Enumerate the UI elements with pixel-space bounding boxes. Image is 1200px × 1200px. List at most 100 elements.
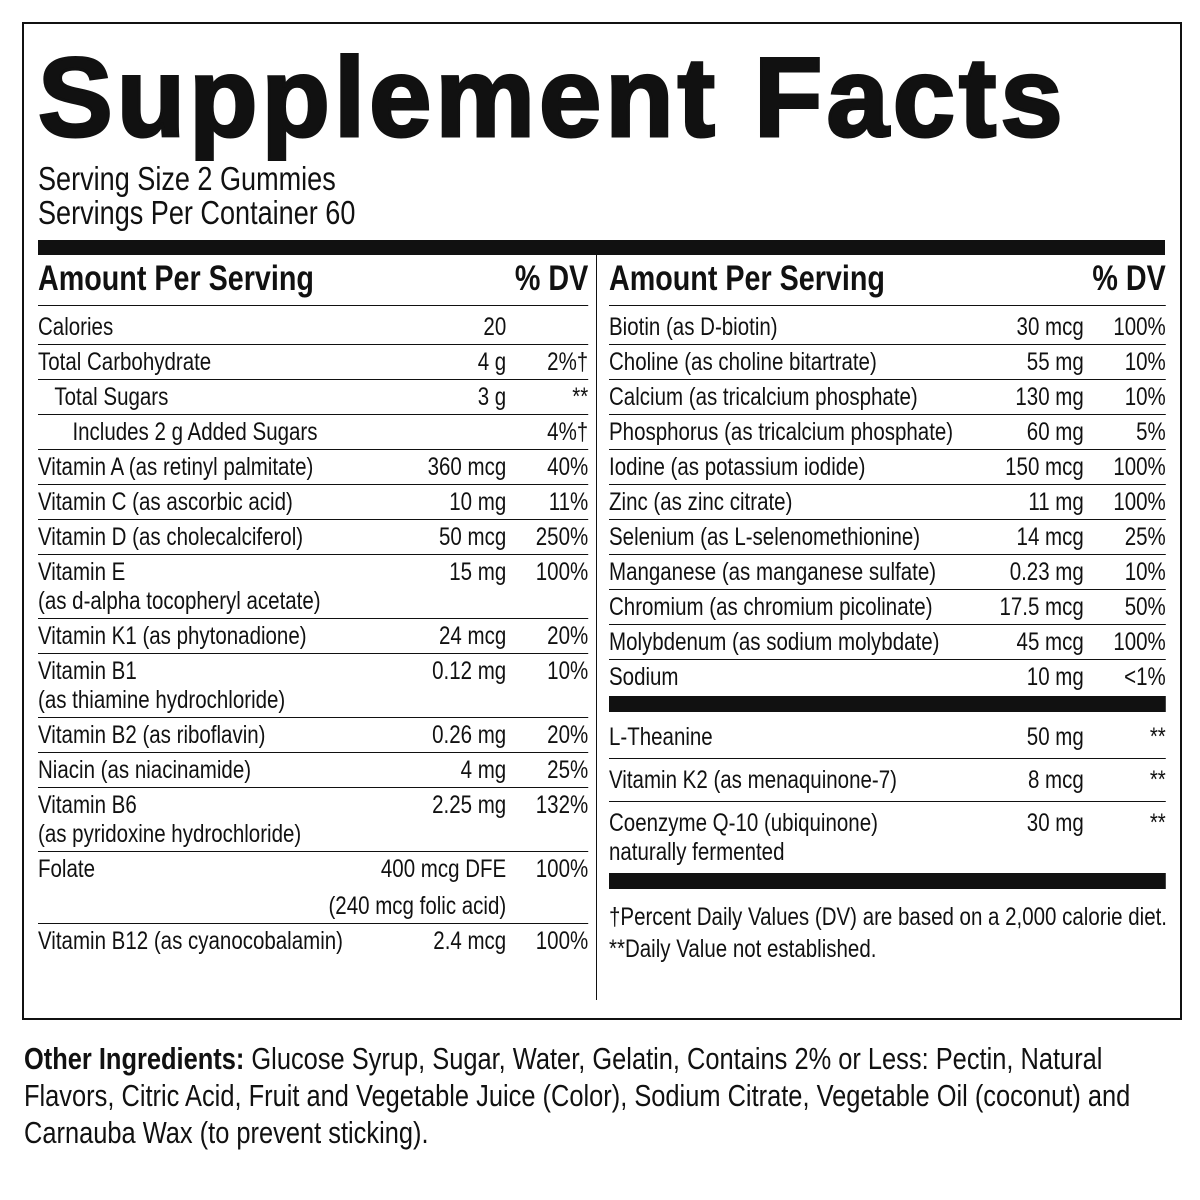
amount-cell: 14 mcg [1017, 523, 1084, 552]
nutrient-name: Vitamin K2 (as menaquinone-7) [609, 766, 897, 794]
daily-value: 100% [1113, 313, 1166, 341]
amount: 2.25 mg [432, 791, 507, 819]
amount-cell: 0.12 mg [432, 657, 506, 715]
nutrient-rows: L-Theanine 50 mg ** Vitamin K2 (as menaquin… [609, 716, 1166, 873]
serving-size: Serving Size 2 Gummies [38, 160, 336, 197]
nutrient-name: Vitamin B2 (as riboflavin) [38, 721, 266, 749]
amount-cell: 20 [483, 313, 506, 342]
dv-cell: 11% [506, 488, 589, 517]
daily-value: ** [1149, 809, 1166, 837]
ingredients-text: Glucose Syrup, Sugar, Water, Gelatin, Co… [24, 1041, 1131, 1150]
dv-cell: 10% [506, 657, 588, 715]
nutrient-name-cell: Iodine (as potassium iodide) [609, 453, 1005, 482]
footnotes: †Percent Daily Values (DV) are based on … [609, 901, 1167, 965]
nutrient-name: Vitamin E [38, 558, 126, 586]
nutrient-name-cell: Vitamin E (as d-alpha tocopheryl acetate) [38, 558, 449, 616]
nutrient-name: Total Carbohydrate [38, 348, 212, 376]
amount-cell: 17.5 mcg [999, 593, 1083, 622]
amount: 130 mg [1015, 383, 1084, 411]
serving-info: Serving Size 2 Gummies Servings Per Cont… [38, 162, 355, 230]
nutrient-name: Coenzyme Q-10 (ubiquinone) [609, 809, 878, 837]
nutrient-name: Folate [38, 855, 95, 883]
dv-cell: 250% [506, 523, 588, 552]
dv-cell: ** [506, 383, 588, 412]
dv-cell: 50% [1084, 593, 1166, 622]
daily-value: 50% [1124, 593, 1166, 621]
amount-note: (240 mcg folic acid) [328, 892, 507, 920]
amount: 17.5 mcg [999, 593, 1084, 621]
amount-cell: 130 mg [1015, 383, 1083, 412]
amount: 0.26 mg [432, 721, 507, 749]
nutrient-row: Vitamin K1 (as phytonadione) 24 mcg 20% [38, 618, 589, 653]
amount: 10 mg [449, 488, 507, 516]
amount-cell: 4 g [478, 348, 507, 377]
footnote: **Daily Value not established. [609, 935, 877, 963]
nutrient-name: Vitamin B6 [38, 791, 137, 819]
dv-header: % DV [514, 259, 589, 298]
amount-header: Amount Per Serving [609, 259, 885, 298]
nutrient-name: Vitamin D (as cholecalciferol) [38, 523, 304, 551]
amount-cell: 0.26 mg [432, 721, 506, 750]
amount-cell: 2.4 mcg [433, 927, 506, 956]
nutrient-row: Choline (as choline bitartrate) 55 mg 10% [609, 344, 1166, 379]
nutrient-name-cell: Biotin (as D-biotin) [609, 313, 1017, 342]
nutrient-row: Niacin (as niacinamide) 4 mg 25% [38, 752, 589, 787]
nutrient-name-cell: Includes 2 g Added Sugars [38, 418, 506, 447]
servings-per-container: Servings Per Container 60 [38, 194, 356, 231]
nutrient-row: Zinc (as zinc citrate) 11 mg 100% [609, 484, 1166, 519]
label-border [22, 22, 1182, 1020]
amount-cell: 2.25 mg [432, 791, 506, 849]
nutrient-row: Biotin (as D-biotin) 30 mcg 100% [609, 310, 1166, 344]
daily-value: 100% [1113, 453, 1166, 481]
nutrient-name: Chromium (as chromium picolinate) [609, 593, 933, 621]
daily-value: 10% [1124, 383, 1166, 411]
nutrient-name-cell: Vitamin B12 (as cyanocobalamin) [38, 927, 433, 956]
nutrient-note: (as d-alpha tocopheryl acetate) [38, 587, 321, 615]
amount-cell: 55 mg [1027, 348, 1084, 377]
nutrient-name-cell: Vitamin B2 (as riboflavin) [38, 721, 432, 750]
nutrient-name-cell: Vitamin C (as ascorbic acid) [38, 488, 449, 517]
amount-cell: 4 mg [461, 756, 507, 785]
nutrient-row: Calcium (as tricalcium phosphate) 130 mg 1… [609, 379, 1166, 414]
nutrient-name-cell: Vitamin K2 (as menaquinone-7) [609, 766, 1028, 795]
daily-value: 20% [547, 622, 589, 650]
daily-value: 4%† [547, 418, 589, 446]
dv-cell: 100% [506, 855, 588, 921]
amount-cell: 3 g [478, 383, 507, 412]
dv-cell: 20% [506, 622, 588, 651]
amount: 4 g [477, 348, 507, 376]
nutrient-rows: Calories 20 Total Carbohydrate 4 g 2%† Total … [38, 310, 589, 958]
amount-cell: 8 mcg [1028, 766, 1084, 795]
amount-cell: 30 mcg [1017, 313, 1084, 342]
amount: 4 mg [460, 756, 507, 784]
nutrient-note: (as pyridoxine hydrochloride) [38, 820, 302, 848]
nutrient-row: Includes 2 g Added Sugars 4%† [38, 414, 589, 449]
dv-cell: 10% [1084, 383, 1166, 412]
dv-cell: 100% [506, 558, 588, 616]
daily-value: 132% [535, 791, 589, 819]
amount-header: Amount Per Serving [38, 259, 314, 298]
nutrient-rows: Biotin (as D-biotin) 30 mcg 100% Choline (a… [609, 310, 1166, 694]
daily-value: 100% [1113, 488, 1166, 516]
amount: 2.4 mcg [433, 927, 507, 955]
daily-value: 10% [1124, 558, 1166, 586]
amount-cell: 50 mg [1027, 723, 1084, 752]
dv-cell: 4%† [506, 418, 588, 447]
nutrient-name-cell: Chromium (as chromium picolinate) [609, 593, 999, 622]
nutrient-row: Iodine (as potassium iodide) 150 mcg 100% [609, 449, 1166, 484]
nutrient-row: Molybdenum (as sodium molybdate) 45 mcg 10… [609, 624, 1166, 659]
nutrient-name: Manganese (as manganese sulfate) [609, 558, 937, 586]
nutrient-row: Coenzyme Q-10 (ubiquinone) naturally ferm… [609, 801, 1166, 873]
nutrient-name-cell: Calories [38, 313, 483, 342]
nutrient-name: Iodine (as potassium iodide) [609, 453, 866, 481]
daily-value: 25% [547, 756, 589, 784]
nutrient-row: Phosphorus (as tricalcium phosphate) 60 m… [609, 414, 1166, 449]
nutrient-name: Vitamin K1 (as phytonadione) [38, 622, 307, 650]
nutrient-row: Vitamin K2 (as menaquinone-7) 8 mcg ** [609, 758, 1166, 801]
title: Supplement Facts [37, 35, 1067, 160]
daily-value: 100% [535, 855, 589, 883]
amount-cell: 10 mg [449, 488, 506, 517]
nutrient-name: Selenium (as L-selenomethionine) [609, 523, 921, 551]
thick-bar [609, 696, 1166, 712]
nutrient-row: Vitamin B6 (as pyridoxine hydrochloride) 2… [38, 787, 589, 851]
